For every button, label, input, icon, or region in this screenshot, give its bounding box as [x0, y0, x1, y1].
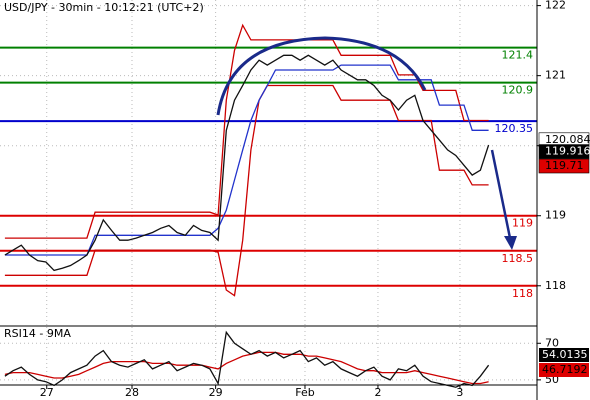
price-badge [538, 144, 590, 159]
series-line [4, 64, 489, 256]
rsi-badge-label: 46.7192 [542, 363, 588, 376]
price-badge-label: 120.084 [545, 133, 590, 146]
y-tick-label: 118 [545, 279, 566, 292]
x-tick-label: 29 [209, 386, 223, 399]
x-tick-label: 27 [40, 386, 54, 399]
price-badge-label: 119.71 [545, 159, 584, 172]
x-tick-label: Feb [295, 386, 314, 399]
x-tick-label: 2 [374, 386, 381, 399]
price-badge-label: 119.916 [545, 145, 590, 158]
y-tick-label: 122 [545, 0, 566, 12]
chart-title: USD/JPY - 30min - 10:12:21 (UTC+2) [4, 1, 204, 14]
series-line [4, 351, 489, 385]
rsi-badge [539, 363, 589, 377]
y-tick-label: 119 [545, 209, 566, 222]
level-label: 118.5 [502, 252, 534, 265]
rsi-badge-label: 54.0135 [542, 348, 588, 361]
series-line [4, 330, 490, 388]
level-label: 121.4 [502, 49, 534, 62]
level-label: 118 [512, 287, 533, 300]
series-line [4, 84, 489, 297]
level-label: 120.9 [502, 84, 534, 97]
arrow-head [504, 236, 517, 250]
price-badge [538, 158, 590, 174]
x-tick-label: 3 [456, 386, 463, 399]
level-label: 119 [512, 217, 533, 230]
rsi-badge [539, 348, 589, 362]
rsi-title: RSI14 - 9MA [4, 327, 71, 340]
y-tick-label: 70 [545, 336, 559, 349]
x-tick-label: 28 [125, 386, 139, 399]
marks-layer [0, 23, 537, 388]
series-line [4, 23, 489, 239]
y-tick-label: 121 [545, 69, 566, 82]
series-line [4, 54, 490, 272]
level-label: 120.35 [495, 122, 534, 135]
arc-annotation [216, 36, 427, 116]
arrow-shaft [490, 149, 512, 239]
